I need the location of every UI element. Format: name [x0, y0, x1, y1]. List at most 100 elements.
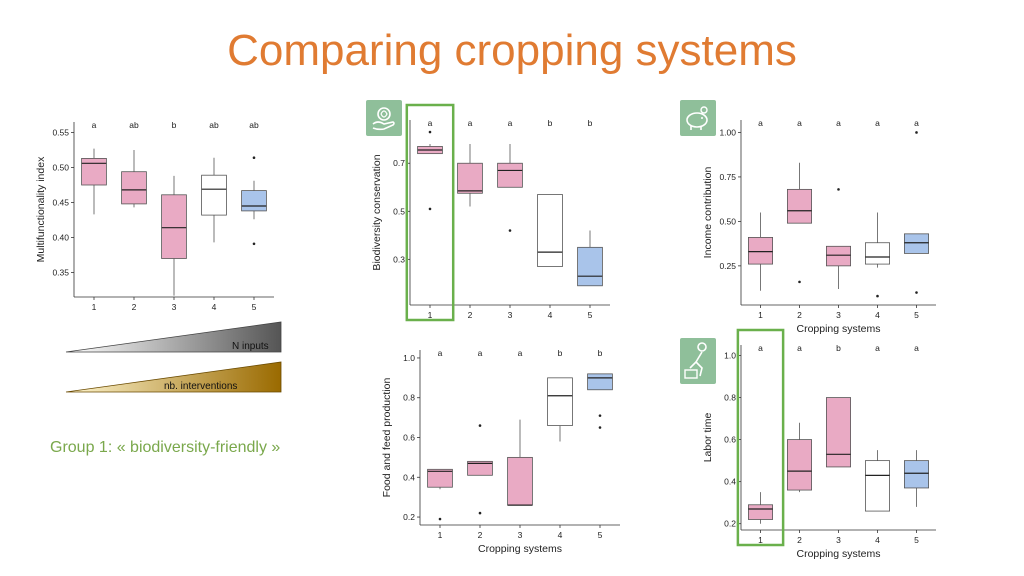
- significance-letter: a: [836, 118, 841, 128]
- x-axis-label: Cropping systems: [796, 323, 880, 335]
- x-tick-label: 2: [797, 535, 802, 545]
- y-tick-label: 0.8: [724, 393, 736, 403]
- box-2: [787, 188, 812, 224]
- x-tick-label: 3: [518, 530, 523, 540]
- significance-letter: a: [914, 343, 919, 353]
- outlier-point: [598, 414, 602, 417]
- x-tick-label: 4: [548, 310, 553, 320]
- box-2: [121, 171, 147, 205]
- box-5: [587, 373, 613, 391]
- y-tick-label: 0.2: [403, 512, 415, 522]
- box-3: [826, 245, 851, 267]
- y-tick-label: 0.6: [403, 433, 415, 443]
- outlier-point: [876, 294, 879, 298]
- y-tick-label: 0.2: [724, 519, 736, 529]
- outlier-point: [252, 242, 256, 246]
- significance-letter: ab: [129, 120, 139, 130]
- x-tick-label: 4: [558, 530, 563, 540]
- x-axis-label: Cropping systems: [478, 543, 562, 555]
- box-1: [81, 158, 107, 186]
- outlier-point: [478, 424, 482, 427]
- x-axis-label: Cropping systems: [796, 548, 880, 560]
- significance-letter: b: [558, 348, 563, 358]
- x-tick-label: 3: [836, 310, 841, 320]
- significance-letter: b: [548, 118, 553, 128]
- x-tick-label: 3: [508, 310, 513, 320]
- x-tick-label: 1: [758, 535, 763, 545]
- highlight-frame: [736, 328, 785, 547]
- box-2: [787, 439, 812, 491]
- box-5: [577, 246, 603, 287]
- significance-letter: a: [758, 118, 763, 128]
- x-tick-label: 1: [438, 530, 443, 540]
- outlier-point: [915, 291, 918, 294]
- significance-letter: a: [797, 118, 802, 128]
- interventions-gradient: nb. interventions: [65, 361, 282, 393]
- outlier-point: [798, 280, 801, 284]
- significance-letter: a: [758, 343, 763, 353]
- y-tick-label: 0.50: [719, 216, 736, 226]
- box-2: [467, 460, 493, 476]
- x-tick-label: 3: [836, 535, 841, 545]
- y-tick-label: 0.25: [719, 261, 736, 271]
- n-inputs-gradient: N inputs: [65, 321, 282, 353]
- box-5: [904, 233, 929, 254]
- significance-letter: a: [438, 348, 443, 358]
- y-tick-label: 1.0: [724, 351, 736, 361]
- outlier-point: [915, 131, 918, 134]
- significance-letter: a: [508, 118, 513, 128]
- box-4: [865, 242, 890, 265]
- box-5: [904, 460, 929, 489]
- x-tick-label: 2: [797, 310, 802, 320]
- box-1: [427, 468, 453, 488]
- significance-letter: a: [428, 118, 433, 128]
- interventions-label: nb. interventions: [164, 381, 237, 392]
- significance-letter: a: [875, 118, 880, 128]
- leaf-hand-icon: [366, 100, 402, 136]
- group-label: Group 1: « biodiversity-friendly »: [50, 439, 281, 456]
- y-tick-label: 0.5: [393, 206, 405, 216]
- y-tick-label: 0.40: [52, 233, 69, 243]
- y-tick-label: 0.4: [403, 472, 415, 482]
- y-tick-label: 0.50: [52, 163, 69, 173]
- y-tick-label: 0.55: [52, 128, 69, 138]
- box-3: [161, 194, 187, 259]
- box-3: [497, 162, 523, 188]
- n-inputs-label: N inputs: [232, 341, 269, 352]
- outlier-point: [598, 426, 602, 429]
- y-tick-label: 0.7: [393, 158, 405, 168]
- x-tick-label: 5: [588, 310, 593, 320]
- outlier-point: [478, 511, 482, 515]
- piggy-bank-icon: [680, 100, 716, 136]
- biodiversity-chart: 0.3 0.5 0.7 Biodiversity conservation 1 a 2 a 3 a…: [371, 103, 610, 322]
- box-4: [547, 377, 573, 426]
- outlier-point: [428, 207, 432, 211]
- labor-chart: 0.2 0.4 0.6 0.8 1.0 Labor time 1 a 2 a 3 b 4 a 5 a Cropp…: [702, 328, 936, 560]
- x-tick-label: 5: [914, 310, 919, 320]
- box-3: [507, 456, 533, 506]
- y-tick-label: 1.0: [403, 353, 415, 363]
- income-chart: 0.25 0.50 0.75 1.00 Income contribution 1 a 2 a 3…: [702, 118, 936, 335]
- x-tick-label: 4: [875, 310, 880, 320]
- significance-letter: a: [875, 343, 880, 353]
- x-tick-label: 5: [914, 535, 919, 545]
- highlight-frame: [405, 103, 455, 322]
- y-tick-label: 0.35: [52, 268, 69, 278]
- y-tick-label: 0.4: [724, 477, 736, 487]
- x-tick-label: 2: [132, 302, 137, 312]
- significance-letter: a: [468, 118, 473, 128]
- x-tick-label: 1: [92, 302, 97, 312]
- y-tick-label: 0.8: [403, 393, 415, 403]
- box-4: [865, 460, 890, 512]
- significance-letter: b: [588, 118, 593, 128]
- y-axis-label: Labor time: [702, 413, 714, 463]
- y-axis-label: Food and feed production: [381, 378, 393, 498]
- x-tick-label: 5: [252, 302, 257, 312]
- x-tick-label: 1: [758, 310, 763, 320]
- box-1: [748, 504, 773, 520]
- significance-letter: ab: [249, 120, 259, 130]
- y-tick-label: 0.6: [724, 435, 736, 445]
- page-title: Comparing cropping systems: [227, 26, 797, 75]
- y-axis-label: Multifunctionality index: [35, 156, 47, 262]
- y-axis-label: Income contribution: [702, 167, 714, 259]
